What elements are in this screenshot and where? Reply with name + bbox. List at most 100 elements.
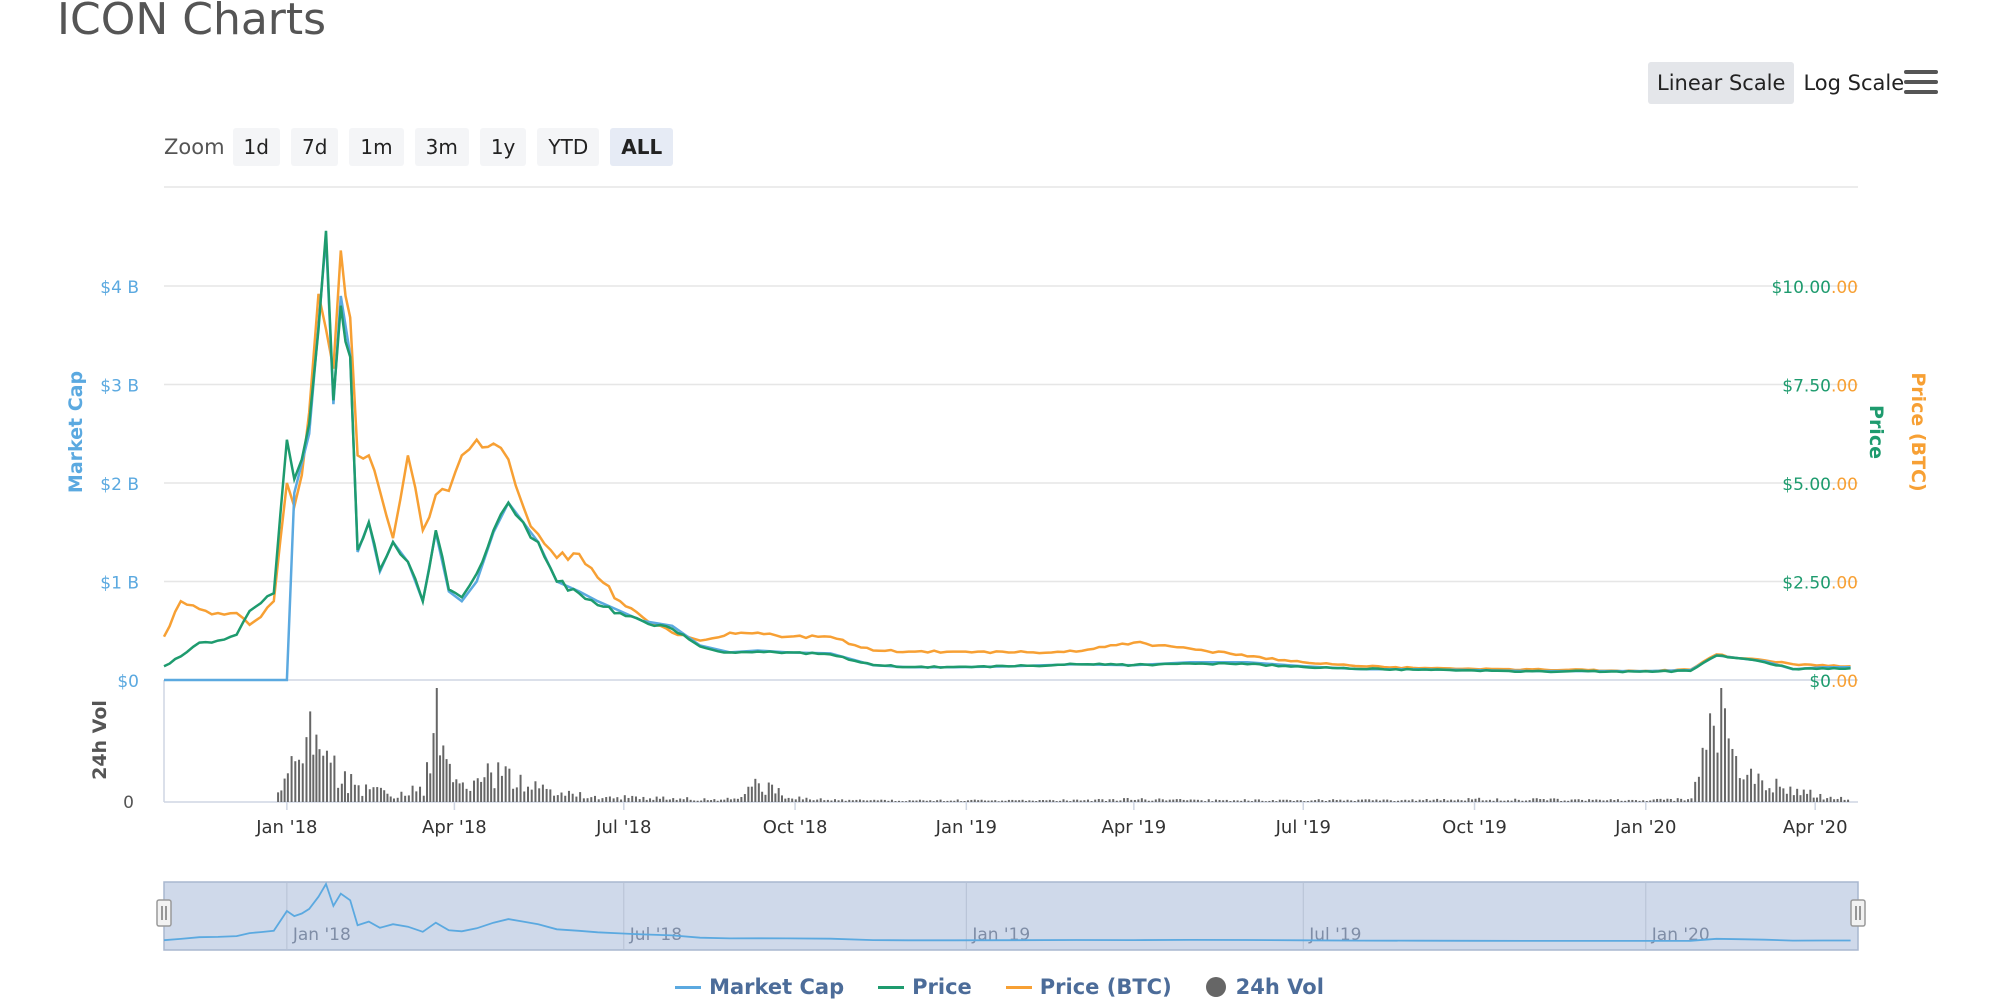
- volume-bar: [1799, 795, 1802, 802]
- volume-bar: [1271, 800, 1274, 802]
- legend-price-btc[interactable]: Price (BTC): [1005, 975, 1172, 999]
- btc-tick-text: .00: [1831, 475, 1858, 495]
- volume-bar: [445, 759, 448, 802]
- navigator-right-handle: [1850, 899, 1866, 927]
- zoom-1y-button[interactable]: 1y: [479, 128, 527, 166]
- volume-bar: [500, 775, 503, 802]
- legend-price[interactable]: Price: [878, 975, 972, 999]
- volume-bar: [386, 793, 389, 802]
- volume-bar: [700, 800, 703, 802]
- volume-bar: [675, 799, 678, 802]
- legend-volume[interactable]: 24h Vol: [1205, 975, 1324, 999]
- volume-bar: [1816, 797, 1819, 802]
- volume-bar: [855, 799, 858, 802]
- volume-bar: [392, 798, 395, 802]
- market-cap-line: [164, 236, 1851, 682]
- volume-bar: [887, 800, 890, 802]
- volume-bar: [567, 790, 570, 802]
- volume-bar: [1240, 800, 1243, 802]
- volume-bar: [703, 798, 706, 802]
- volume-bar: [876, 800, 879, 802]
- zoom-1d-button[interactable]: 1d: [232, 128, 280, 166]
- volume-bar: [283, 778, 286, 802]
- volume-bar: [823, 800, 826, 802]
- volume-bar: [1097, 798, 1100, 802]
- volume-bar: [298, 759, 301, 802]
- right-tick-label: $7.50.00: [1782, 377, 1858, 397]
- volume-bar: [309, 711, 312, 802]
- volume-bar: [337, 787, 340, 802]
- volume-bar: [672, 798, 675, 802]
- volume-bar: [347, 793, 350, 802]
- volume-bar: [858, 799, 861, 802]
- volume-bar: [1161, 799, 1164, 802]
- navigator-series-line: [163, 881, 1851, 942]
- navigator-tick-label: Jan '18: [292, 925, 351, 945]
- volume-bar: [582, 798, 585, 802]
- volume-bar: [1076, 799, 1079, 802]
- volume-bar: [774, 793, 777, 802]
- volume-bar: [833, 799, 836, 802]
- volume-bar: [1833, 799, 1836, 802]
- zoom-3m-button[interactable]: 3m: [414, 128, 469, 166]
- volume-bar: [1716, 752, 1719, 802]
- volume-axis-title: 24h Vol: [89, 700, 111, 780]
- volume-bar: [1432, 799, 1435, 802]
- volume-bar: [987, 800, 990, 802]
- volume-bar: [1577, 799, 1580, 802]
- zoom-1m-button[interactable]: 1m: [349, 128, 404, 166]
- volume-bar: [736, 798, 739, 802]
- volume-bar: [939, 799, 942, 802]
- volume-bar: [389, 796, 392, 802]
- volume-bar: [1649, 800, 1652, 802]
- volume-bar: [1310, 800, 1313, 802]
- right-tick-label: $5.00.00: [1782, 475, 1858, 495]
- volume-bar: [990, 800, 993, 802]
- volume-bar: [1496, 798, 1499, 802]
- volume-bar: [980, 799, 983, 802]
- volume-bar: [1232, 800, 1235, 802]
- volume-bar: [1666, 798, 1669, 802]
- market-cap-swatch: [675, 985, 702, 989]
- volume-bar: [1616, 799, 1619, 802]
- volume-bar: [1314, 800, 1317, 802]
- volume-bar: [429, 773, 432, 802]
- log-scale-button[interactable]: Log Scale: [1794, 62, 1913, 104]
- volume-bar: [1193, 799, 1196, 802]
- volume-bar: [1147, 800, 1150, 802]
- linear-scale-button[interactable]: Linear Scale: [1648, 62, 1795, 104]
- legend-volume-label: 24h Vol: [1235, 975, 1324, 999]
- volume-bar: [1042, 800, 1045, 802]
- volume-bar: [767, 782, 770, 802]
- volume-bar: [1261, 800, 1264, 802]
- zoom-all-button[interactable]: ALL: [610, 128, 674, 166]
- volume-bar: [1189, 799, 1192, 802]
- volume-bar: [1843, 799, 1846, 802]
- legend-market-cap[interactable]: Market Cap: [675, 975, 844, 999]
- volume-bar: [777, 788, 780, 802]
- volume-bar: [530, 789, 533, 802]
- volume-bar: [1207, 799, 1210, 802]
- volume-bar: [1379, 800, 1382, 802]
- volume-bar: [1101, 799, 1104, 802]
- hamburger-menu-icon[interactable]: [1904, 70, 1938, 98]
- volume-bar: [1669, 798, 1672, 802]
- volume-bar: [1119, 800, 1122, 802]
- volume-bar: [1353, 800, 1356, 802]
- left-tick-label: $1 B: [100, 574, 139, 594]
- volume-bar: [322, 755, 325, 802]
- volume-bar: [1282, 799, 1285, 802]
- zoom-ytd-button[interactable]: YTD: [537, 128, 600, 166]
- volume-bar: [1429, 800, 1432, 802]
- volume-bar: [953, 800, 956, 802]
- volume-bar: [1108, 799, 1111, 802]
- zoom-7d-button[interactable]: 7d: [290, 128, 339, 166]
- volume-bar: [1439, 800, 1442, 802]
- legend-price-btc-label: Price (BTC): [1039, 975, 1172, 999]
- volume-bar: [476, 778, 479, 802]
- volume-bar: [1332, 799, 1335, 802]
- volume-bar: [634, 796, 637, 802]
- legend-market-cap-label: Market Cap: [709, 975, 845, 999]
- volume-bar: [1031, 800, 1034, 802]
- volume-bar: [713, 799, 716, 802]
